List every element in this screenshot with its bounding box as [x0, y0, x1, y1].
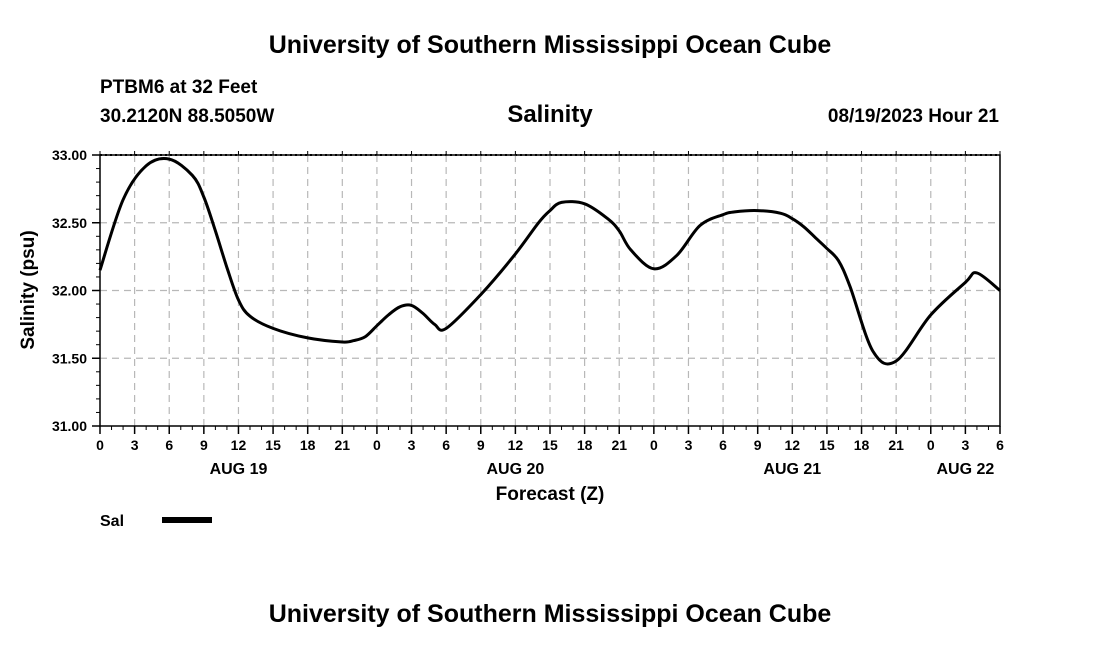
- chart-title: Salinity: [507, 101, 593, 128]
- x-tick-label: 6: [719, 437, 727, 453]
- x-tick-label: 21: [335, 437, 351, 453]
- x-tick-label: 3: [685, 437, 693, 453]
- forecast-timestamp: 08/19/2023 Hour 21: [827, 106, 999, 127]
- x-tick-label: 0: [650, 437, 658, 453]
- station-coords: 30.2120N 88.5050W: [100, 106, 275, 127]
- x-tick-label: 3: [961, 437, 969, 453]
- series-group: [98, 157, 1001, 366]
- x-tick-label: 15: [542, 437, 558, 453]
- legend: Sal: [100, 513, 212, 530]
- top-title: University of Southern Mississippi Ocean…: [268, 31, 832, 59]
- day-label: AUG 21: [763, 461, 821, 478]
- x-tick-label: 9: [477, 437, 485, 453]
- plot-frame: [99, 154, 1001, 427]
- x-tick-label: 3: [131, 437, 139, 453]
- legend-label: Sal: [100, 513, 124, 530]
- x-tick-label: 6: [165, 437, 173, 453]
- x-tick-label: 18: [300, 437, 316, 453]
- salinity-chart: 31.00 31.50 32.00 32.50 33.00 0 3 6 9 12 15 18 21 0 3…: [18, 147, 1004, 530]
- y-tick-label: 31.50: [52, 350, 87, 366]
- x-tick-label: 18: [577, 437, 593, 453]
- day-label: AUG 20: [486, 461, 544, 478]
- x-tick-label: 0: [373, 437, 381, 453]
- x-tick-label: 3: [408, 437, 416, 453]
- x-tick-label: 0: [927, 437, 935, 453]
- x-tick-label: 9: [754, 437, 762, 453]
- y-axis-ticks: 31.00 31.50 32.00 32.50 33.00: [52, 147, 100, 434]
- x-tick-label: 12: [508, 437, 524, 453]
- x-tick-label: 12: [231, 437, 247, 453]
- x-tick-label: 9: [200, 437, 208, 453]
- y-tick-label: 32.50: [52, 215, 87, 231]
- y-tick-label: 33.00: [52, 147, 87, 163]
- x-axis-label: Forecast (Z): [496, 484, 605, 505]
- y-tick-label: 32.00: [52, 283, 87, 299]
- x-tick-label: 0: [96, 437, 104, 453]
- x-tick-label: 18: [854, 437, 870, 453]
- day-labels: AUG 19 AUG 20 AUG 21 AUG 22: [210, 461, 995, 478]
- x-tick-label: 12: [785, 437, 801, 453]
- x-tick-label: 15: [819, 437, 835, 453]
- x-tick-label: 15: [265, 437, 281, 453]
- day-label: AUG 22: [936, 461, 994, 478]
- y-axis-label: Salinity (psu): [18, 230, 39, 349]
- x-tick-label: 21: [611, 437, 627, 453]
- station-name: PTBM6 at 32 Feet: [100, 77, 258, 98]
- bottom-title: University of Southern Mississippi Ocean…: [268, 600, 832, 628]
- day-label: AUG 19: [210, 461, 268, 478]
- x-tick-label: 6: [996, 437, 1004, 453]
- x-tick-label: 21: [888, 437, 904, 453]
- x-tick-label: 6: [442, 437, 450, 453]
- series-line-sal: [98, 157, 1001, 366]
- y-tick-label: 31.00: [52, 418, 87, 434]
